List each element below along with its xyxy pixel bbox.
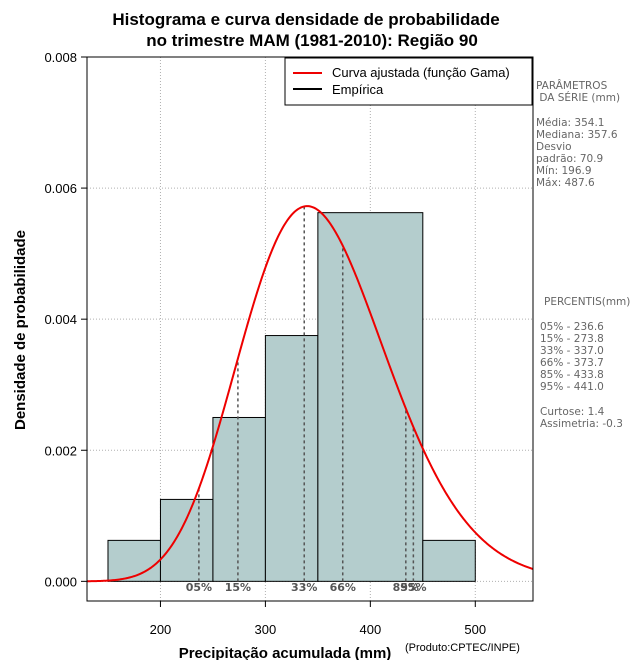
percentile-label: 15% (225, 581, 251, 594)
param-mean: Média: 354.1 (536, 117, 605, 129)
legend-curve-label: Curva ajustada (função Gama) (332, 65, 510, 80)
param-stddev-label: Desvio (536, 141, 572, 153)
percentil-05: 05% - 236.6 (540, 321, 604, 333)
percentile-label: 66% (330, 581, 356, 594)
percentil-66: 66% - 373.7 (540, 357, 604, 369)
percentile-label: 95% (400, 581, 426, 594)
percentis-title: PERCENTIS(mm) (544, 296, 631, 308)
param-min: Mín: 196.9 (536, 165, 592, 177)
param-max: Máx: 487.6 (536, 177, 595, 189)
y-tick-label: 0.004 (44, 312, 77, 327)
percentile-lines (198, 206, 415, 582)
stat-kurtosis: Curtose: 1.4 (540, 406, 605, 418)
params-title-line-1: PARÂMETROS (536, 80, 608, 92)
histogram-bar (212, 416, 266, 582)
param-median: Mediana: 357.6 (536, 129, 618, 141)
percentiles-panel: PERCENTIS(mm) 05% - 236.6 15% - 273.8 33… (540, 296, 630, 430)
percentile-labels: 05% 15% 33% 66% 85%95% (186, 581, 427, 594)
y-axis-label: Densidade de probabilidade (12, 230, 29, 430)
param-stddev-value: padrão: 70.9 (536, 153, 604, 165)
percentile-label: 05% (186, 581, 212, 594)
histogram-bar (159, 498, 214, 582)
credit-label: (Produto:CPTEC/INPE) (405, 642, 520, 654)
percentil-15: 15% - 273.8 (540, 333, 604, 345)
stat-skewness: Assimetria: -0.3 (540, 418, 623, 430)
legend-box (284, 57, 533, 106)
axes: 200 300 400 500 0.000 0.002 0.004 0.006 0.008 (44, 50, 486, 637)
percentile-label: 33% (291, 581, 317, 594)
x-tick-label: 400 (359, 622, 381, 637)
chart-title-line-2: no trimestre MAM (1981-2010): Região 90 (146, 31, 478, 50)
gamma-curve (86, 205, 534, 583)
histogram-bar (422, 539, 476, 582)
x-tick-label: 200 (150, 622, 172, 637)
chart-title-line-1: Histograma e curva densidade de probabil… (112, 10, 499, 29)
y-tick-label: 0.008 (44, 50, 77, 65)
params-title-line-2: DA SÉRIE (mm) (536, 92, 621, 104)
legend: Curva ajustada (função Gama) Empírica (284, 57, 533, 106)
y-tick-label: 0.000 (44, 574, 77, 589)
legend-empirical-label: Empírica (332, 82, 384, 97)
histogram-bars (107, 212, 476, 582)
y-tick-label: 0.006 (44, 181, 77, 196)
percentil-95: 95% - 441.0 (540, 381, 604, 393)
histogram-bar (317, 212, 424, 582)
plot-frame (86, 56, 534, 602)
x-tick-label: 300 (255, 622, 277, 637)
percentil-85: 85% - 433.8 (540, 369, 604, 381)
x-tick-label: 500 (464, 622, 486, 637)
percentile-label: 85% (393, 581, 419, 594)
histogram-bar (264, 335, 319, 582)
x-axis-label: Precipitação acumulada (mm) (179, 645, 392, 660)
y-tick-label: 0.002 (44, 443, 77, 458)
percentil-33: 33% - 337.0 (540, 345, 604, 357)
series-parameters-panel: PARÂMETROS DA SÉRIE (mm) Média: 354.1 Me… (536, 80, 620, 189)
